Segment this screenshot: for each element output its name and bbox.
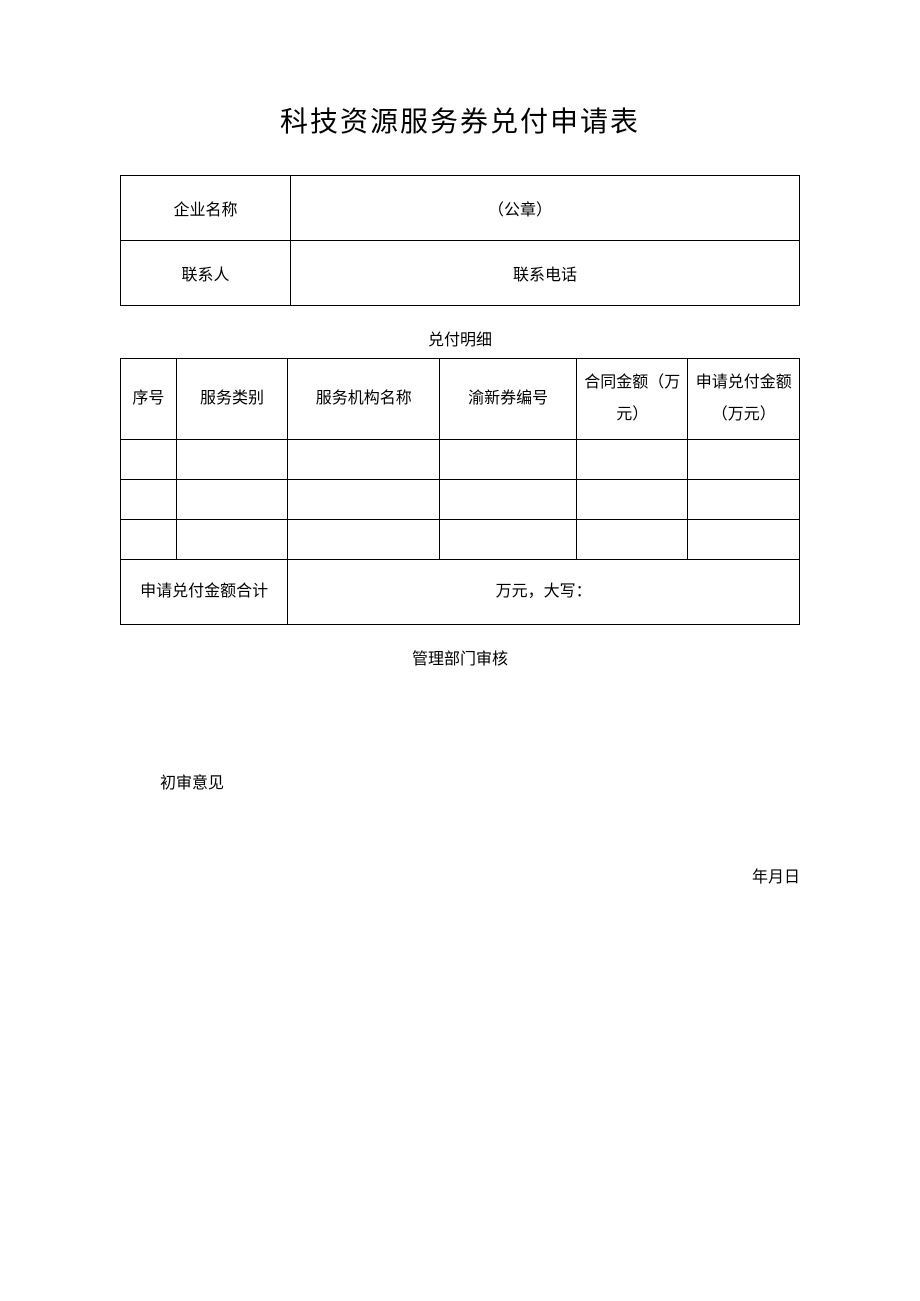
page-title: 科技资源服务券兑付申请表 bbox=[120, 100, 800, 140]
initial-review-label: 初审意见 bbox=[120, 769, 800, 793]
cell-apply bbox=[688, 520, 800, 560]
contact-label: 联系人 bbox=[121, 241, 291, 306]
cell-voucher bbox=[440, 520, 577, 560]
table-row bbox=[121, 440, 800, 480]
col-header-voucher: 渝新券编号 bbox=[440, 359, 577, 440]
company-name-label: 企业名称 bbox=[121, 176, 291, 241]
total-value: 万元，大写： bbox=[288, 560, 800, 625]
cell-org bbox=[288, 440, 440, 480]
col-header-category: 服务类别 bbox=[176, 359, 287, 440]
total-label: 申请兑付金额合计 bbox=[121, 560, 288, 625]
cell-seq bbox=[121, 440, 177, 480]
cell-org bbox=[288, 520, 440, 560]
contact-phone-cell: 联系电话 bbox=[291, 241, 800, 306]
col-header-contract: 合同金额（万元） bbox=[577, 359, 688, 440]
cell-category bbox=[176, 520, 287, 560]
cell-voucher bbox=[440, 480, 577, 520]
review-section: 管理部门审核 初审意见 年月日 bbox=[120, 645, 800, 887]
total-row: 申请兑付金额合计 万元，大写： bbox=[121, 560, 800, 625]
col-header-apply: 申请兑付金额（万元） bbox=[688, 359, 800, 440]
cell-contract bbox=[577, 520, 688, 560]
detail-section-header: 兑付明细 bbox=[120, 326, 800, 350]
review-header: 管理部门审核 bbox=[120, 645, 800, 669]
col-header-org: 服务机构名称 bbox=[288, 359, 440, 440]
cell-seq bbox=[121, 480, 177, 520]
cell-seq bbox=[121, 520, 177, 560]
cell-category bbox=[176, 480, 287, 520]
cell-apply bbox=[688, 480, 800, 520]
cell-org bbox=[288, 480, 440, 520]
col-header-seq: 序号 bbox=[121, 359, 177, 440]
cell-category bbox=[176, 440, 287, 480]
cell-apply bbox=[688, 440, 800, 480]
cell-contract bbox=[577, 480, 688, 520]
date-line: 年月日 bbox=[120, 863, 800, 887]
table-row bbox=[121, 480, 800, 520]
company-info-table: 企业名称 （公章） 联系人 联系电话 bbox=[120, 175, 800, 306]
table-row bbox=[121, 520, 800, 560]
cell-contract bbox=[577, 440, 688, 480]
company-seal-cell: （公章） bbox=[291, 176, 800, 241]
detail-table: 序号 服务类别 服务机构名称 渝新券编号 合同金额（万元） 申请兑付金额（万元）… bbox=[120, 358, 800, 625]
cell-voucher bbox=[440, 440, 577, 480]
